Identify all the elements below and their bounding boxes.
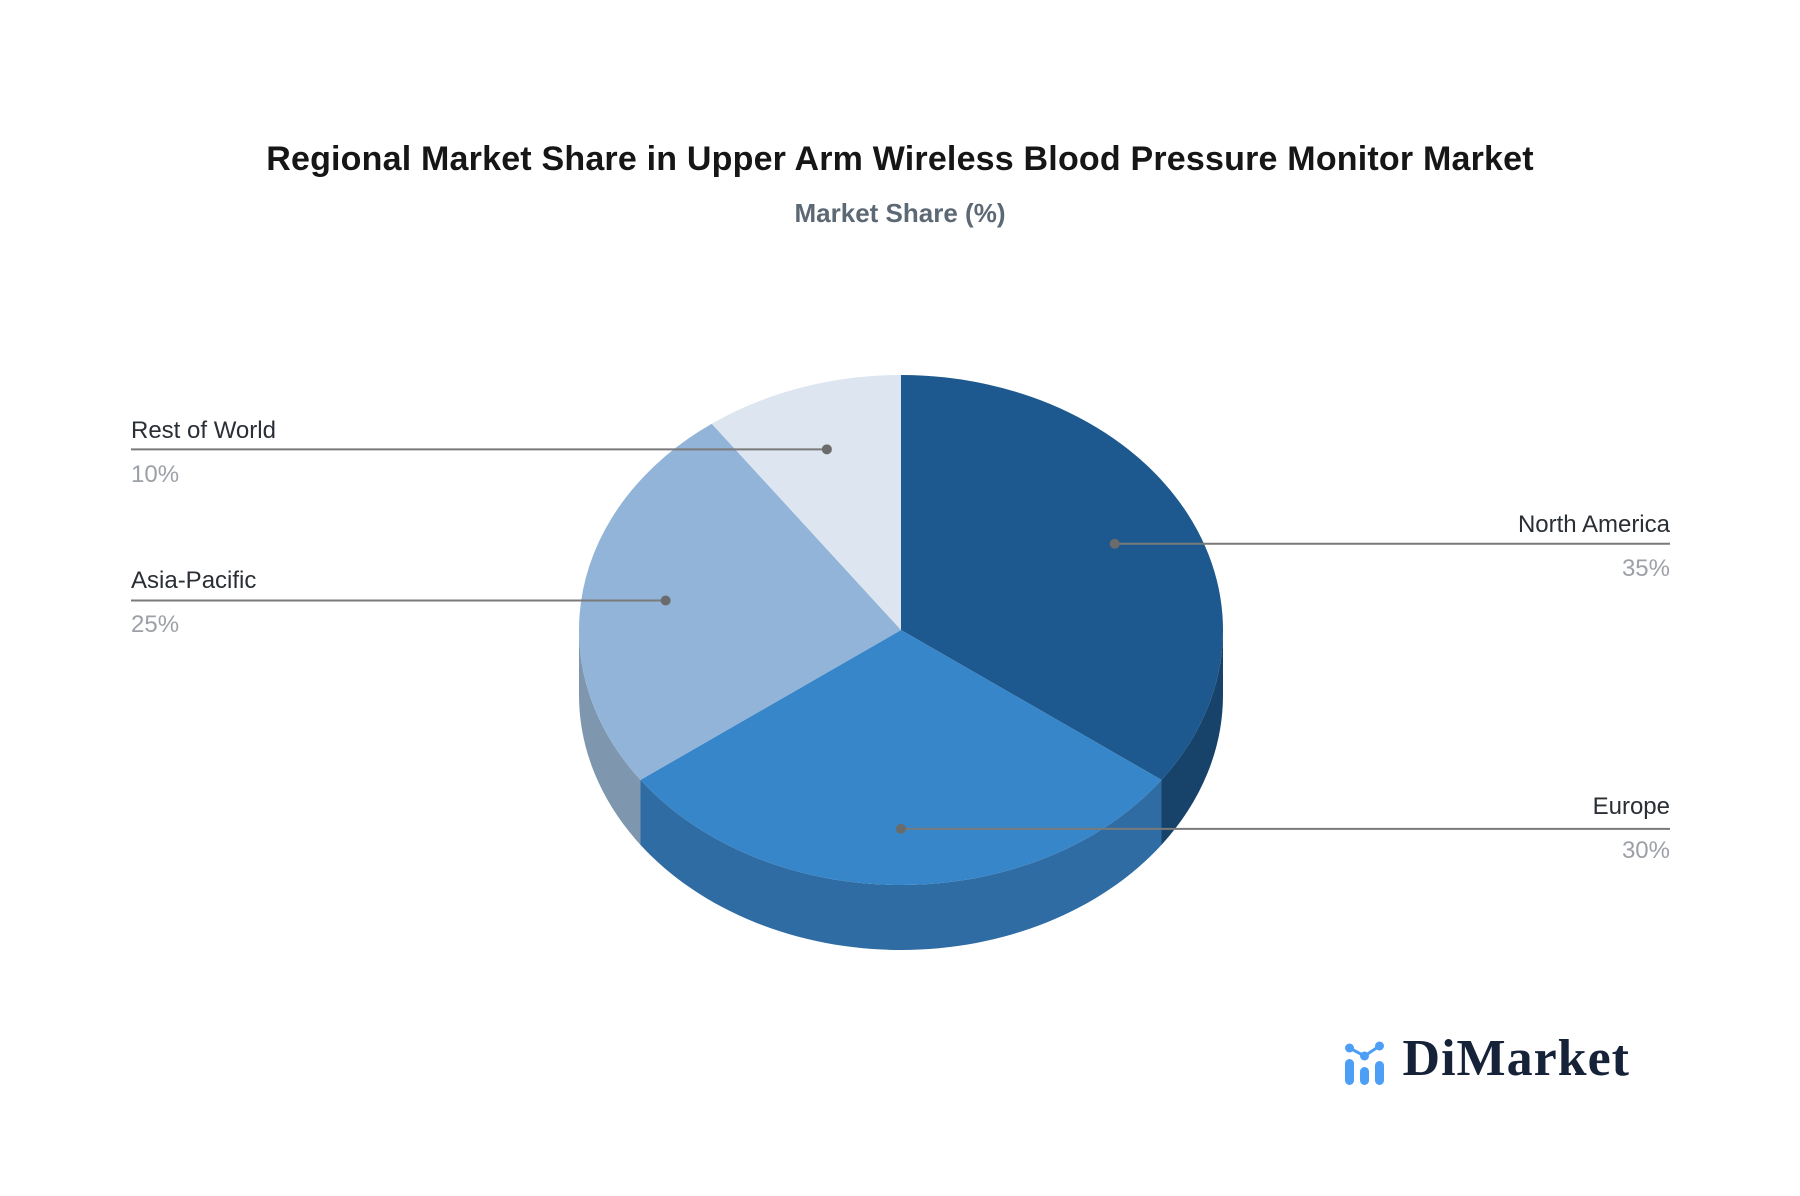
slice-value: 10%	[131, 461, 180, 488]
slice-name: North America	[1517, 511, 1670, 538]
dimarket-logo-text: DiMarket	[1402, 1030, 1630, 1087]
bar-line-chart-icon	[1344, 1041, 1384, 1085]
slice-value: 25%	[131, 611, 180, 638]
leader-dot	[896, 823, 906, 834]
pie-slice	[640, 630, 1162, 885]
leader-dot	[1109, 538, 1120, 549]
pie-slice	[901, 375, 1223, 780]
slice-value: 35%	[1621, 555, 1670, 582]
leader-dot	[821, 444, 832, 455]
slice-name: Rest of World	[131, 417, 276, 444]
chart-title: Regional Market Share in Upper Arm Wirel…	[266, 140, 1534, 178]
slice-value: 30%	[1621, 837, 1670, 864]
pie-slice	[711, 375, 901, 630]
leader-dot	[660, 595, 671, 606]
slice-name: Asia-Pacific	[131, 567, 257, 594]
slice-label-rest-of-world: Rest of World 10%	[131, 417, 276, 489]
pie-slice-side	[1161, 630, 1223, 845]
chart-subtitle: Market Share (%)	[794, 198, 1006, 228]
slice-label-europe: Europe 30%	[1593, 793, 1670, 865]
slice-label-north-america: North America 35%	[1518, 511, 1670, 583]
pie-slice-side	[640, 779, 1162, 950]
dimarket-logo: DiMarket	[1343, 1033, 1630, 1085]
slice-name: Europe	[1592, 793, 1670, 820]
pie-slice-side	[579, 630, 641, 845]
pie-slice	[579, 423, 901, 780]
slice-label-asia-pacific: Asia-Pacific 25%	[131, 567, 256, 639]
